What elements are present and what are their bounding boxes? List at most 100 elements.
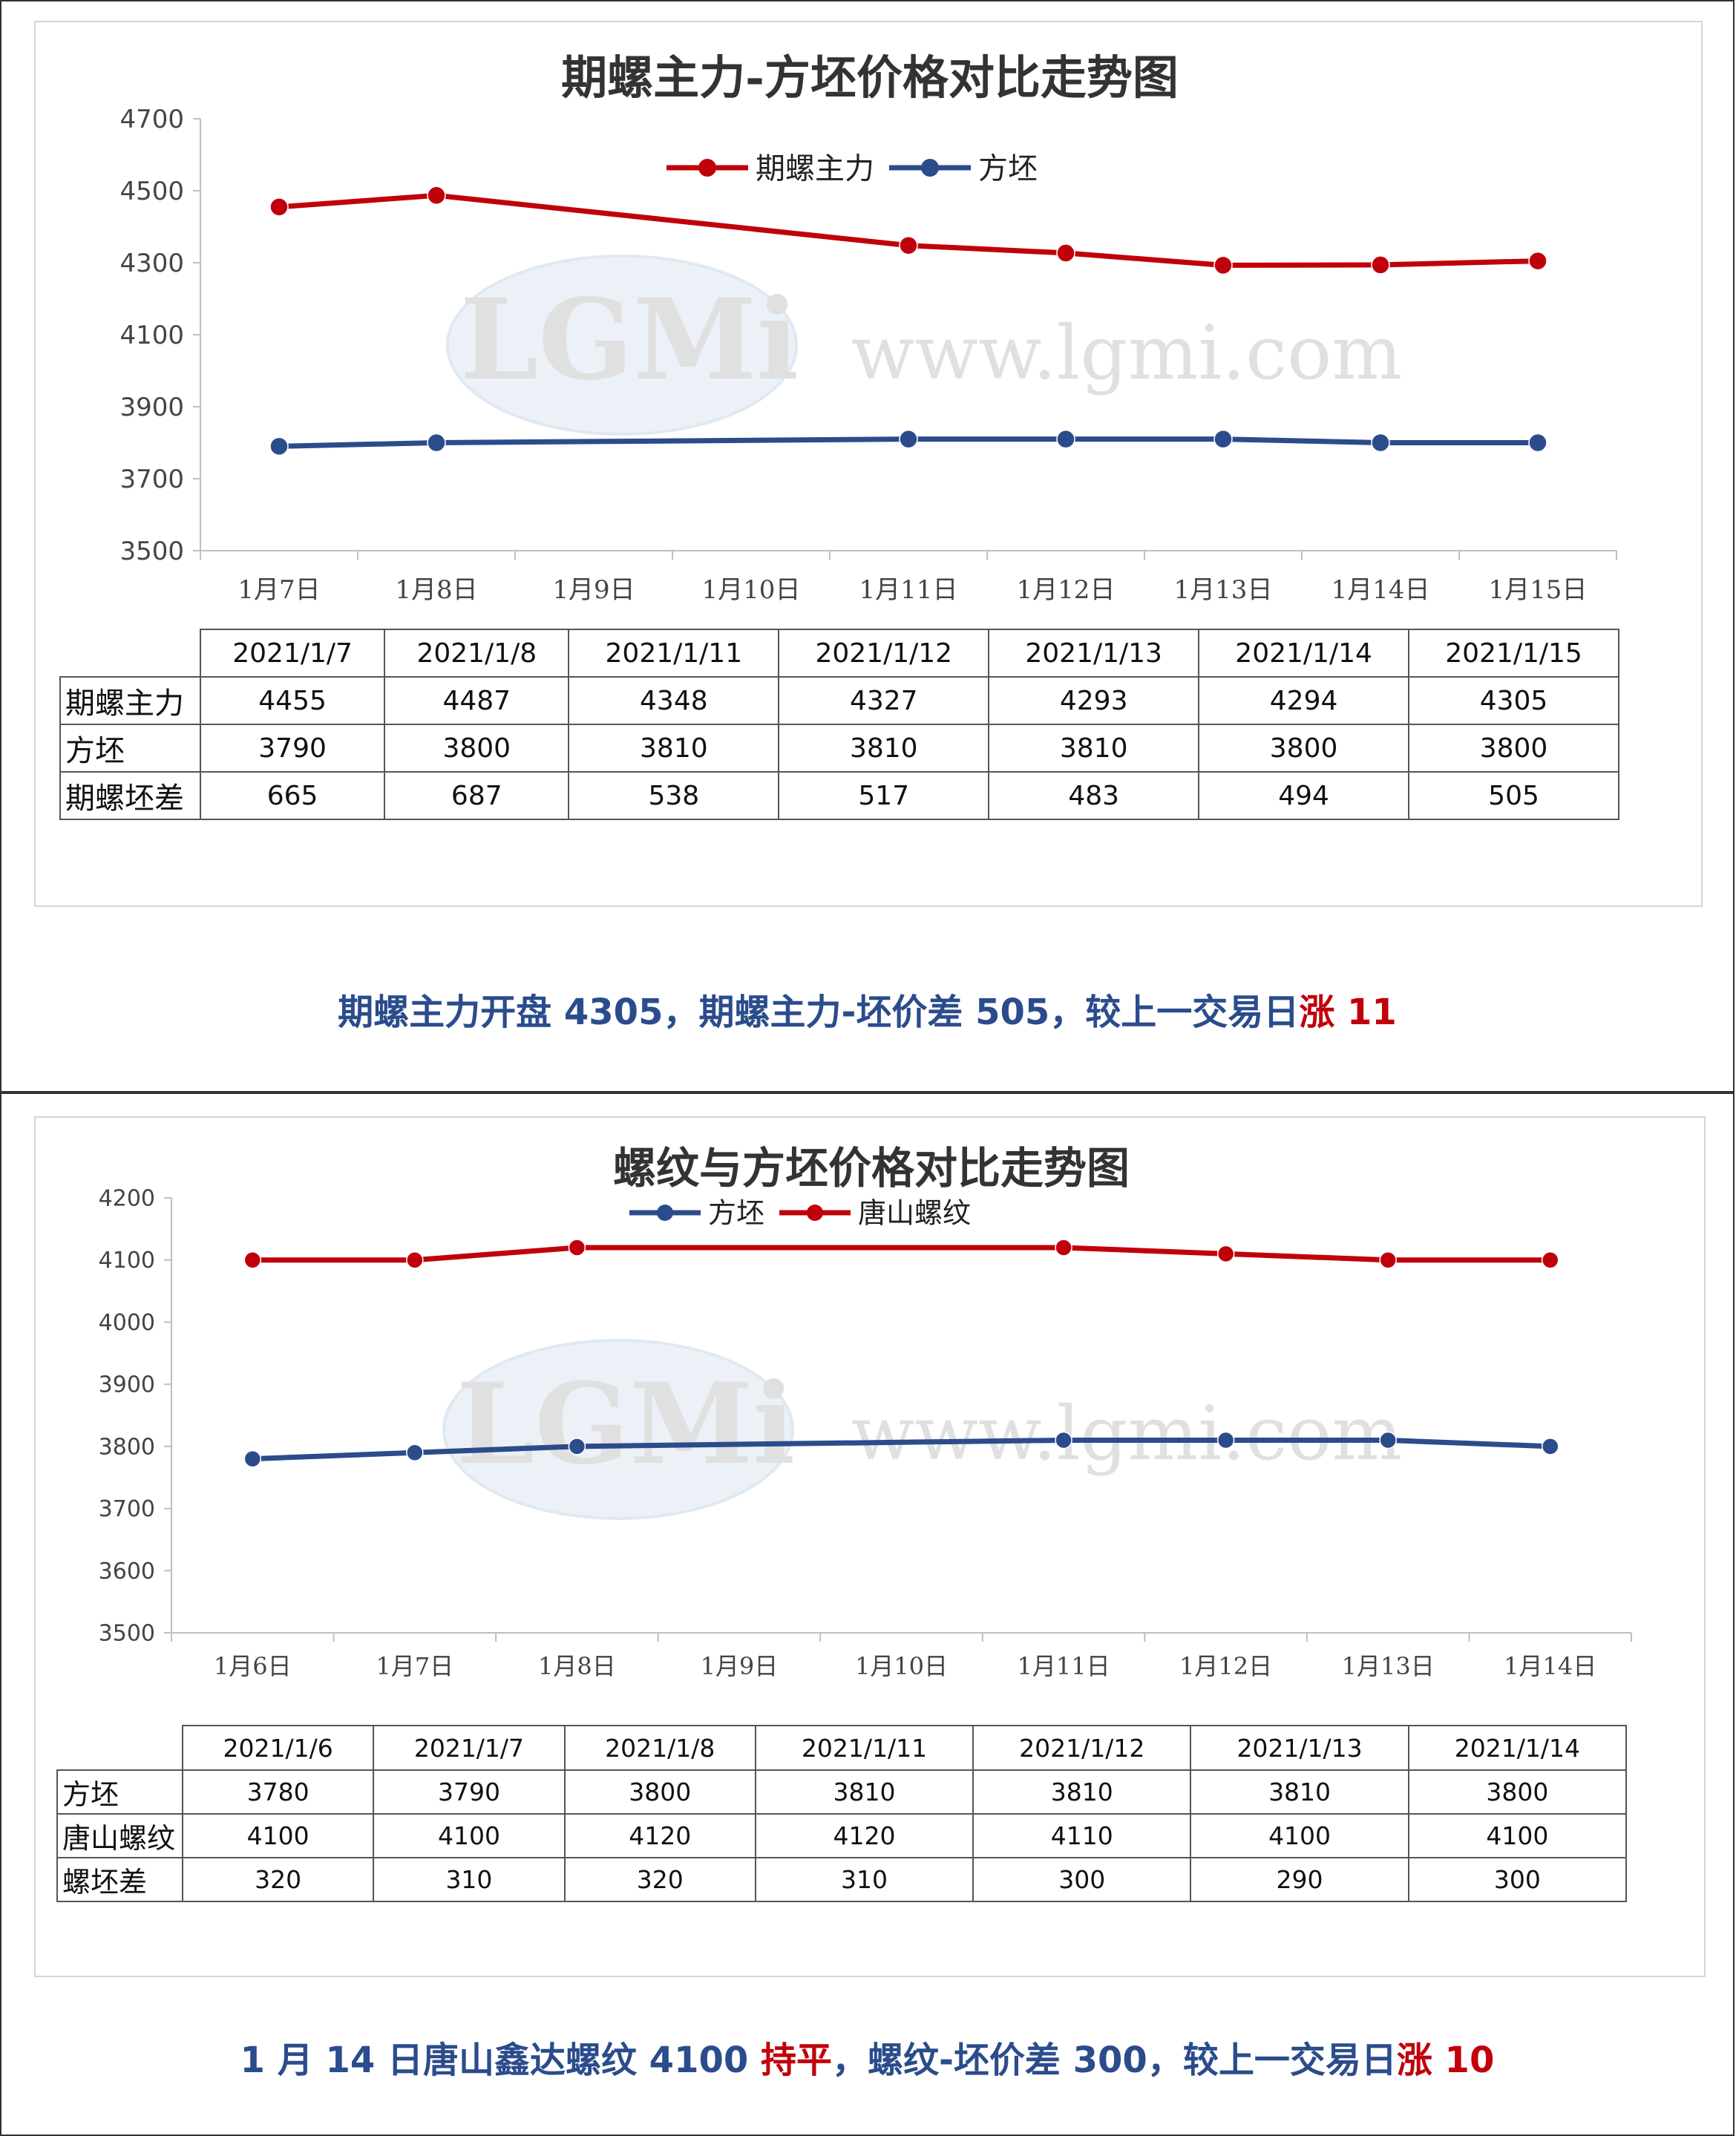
table-header-cell: 2021/1/11 — [754, 1725, 975, 1771]
y-tick-label: 3700 — [99, 1496, 155, 1522]
table-header-cell: 2021/1/14 — [1407, 1725, 1628, 1771]
watermark-logo: LGMi — [460, 275, 799, 405]
summary-flat: 持平 — [760, 2040, 832, 2081]
x-tick-label: 1月9日 — [552, 575, 635, 605]
table-cell: 3800 — [1408, 724, 1619, 773]
table-cell: 3810 — [988, 724, 1200, 773]
legend: 期螺主力 方坯 — [666, 151, 1038, 186]
y-tick-label: 3500 — [99, 1621, 155, 1647]
table-cell: 3810 — [972, 1769, 1192, 1815]
table-header-cell: 2021/1/7 — [199, 629, 386, 678]
data-point — [1379, 1431, 1397, 1449]
table-cell: 4455 — [199, 676, 386, 725]
data-point — [568, 1438, 586, 1455]
watermark-ellipse — [446, 255, 798, 436]
table-cell: 320 — [181, 1857, 375, 1902]
table-row: 唐山螺纹 4100 4100 4120 4120 4110 4100 4100 — [56, 1813, 1628, 1858]
table-cell: 3790 — [373, 1769, 566, 1815]
y-axis: 4200 4100 4000 3900 3800 3700 3600 3500 — [99, 1186, 172, 1647]
chart-1: LGMi www.lgmi.com 期螺主力-方坯价格对比走势图 4700 450… — [119, 50, 1617, 605]
table-cell: 4327 — [778, 676, 990, 725]
data-point — [1216, 1431, 1235, 1449]
table-cell: 4487 — [384, 676, 570, 725]
table-row: 螺坯差 320 310 320 310 300 290 300 — [56, 1857, 1628, 1902]
table-row: 期螺主力 4455 4487 4348 4327 4293 4294 4305 — [59, 676, 1619, 725]
table-cell: 3800 — [563, 1769, 756, 1815]
series-line — [252, 1245, 1550, 1263]
data-point — [427, 433, 446, 453]
row-label: 期螺坯差 — [59, 771, 201, 820]
x-tick-label: 1月12日 — [1179, 1652, 1272, 1680]
y-tick-label: 4500 — [119, 177, 184, 206]
table-cell: 4100 — [1407, 1813, 1628, 1858]
x-tick-label: 1月9日 — [701, 1652, 779, 1680]
x-tick-label: 1月12日 — [1017, 575, 1116, 605]
data-point — [269, 197, 289, 217]
x-tick-label: 1月11日 — [1018, 1652, 1110, 1680]
x-tick-label: 1月8日 — [395, 575, 477, 605]
y-tick-label: 3700 — [119, 465, 184, 494]
table-cell: 4100 — [373, 1813, 566, 1858]
table-header-row: 2021/1/6 2021/1/7 2021/1/8 2021/1/11 202… — [57, 1725, 1628, 1771]
table-cell: 3790 — [199, 724, 386, 773]
table-cell: 310 — [754, 1857, 975, 1902]
row-label: 方坯 — [59, 724, 201, 773]
row-label: 方坯 — [56, 1769, 183, 1815]
data-table-1: 2021/1/7 2021/1/8 2021/1/11 2021/1/12 20… — [59, 629, 1619, 820]
table-header-cell: 2021/1/15 — [1408, 629, 1619, 678]
table-cell: 517 — [778, 771, 990, 820]
table-header-row: 2021/1/7 2021/1/8 2021/1/11 2021/1/12 20… — [60, 629, 1619, 678]
table-cell: 4100 — [1190, 1813, 1409, 1858]
chart-title: 期螺主力-方坯价格对比走势图 — [561, 50, 1179, 105]
table-header-cell: 2021/1/13 — [1190, 1725, 1409, 1771]
data-point — [1528, 433, 1547, 453]
y-tick-label: 4700 — [119, 105, 184, 134]
table-cell: 4305 — [1408, 676, 1619, 725]
watermark-site: www.lgmi.com — [851, 1390, 1402, 1477]
table-cell: 687 — [384, 771, 570, 820]
x-tick-label: 1月10日 — [702, 575, 801, 605]
legend-marker — [698, 159, 716, 177]
legend-label: 方坯 — [978, 151, 1038, 186]
x-tick-label: 1月7日 — [376, 1652, 453, 1680]
table-cell: 494 — [1198, 771, 1410, 820]
legend-label: 期螺主力 — [756, 151, 874, 186]
table-cell: 3800 — [1407, 1769, 1628, 1815]
y-tick-label: 4300 — [119, 249, 184, 278]
x-tick-label: 1月11日 — [859, 575, 958, 605]
watermark-ellipse — [442, 1339, 794, 1520]
table-cell: 3800 — [384, 724, 570, 773]
data-point — [1216, 1245, 1235, 1263]
chart-2: LGMi www.lgmi.com 螺纹与方坯价格对比走势图 420041004… — [99, 1143, 1632, 1680]
y-tick-label: 3900 — [119, 393, 184, 422]
table-cell: 505 — [1408, 771, 1619, 820]
y-tick-label: 4100 — [119, 321, 184, 350]
table-cell: 310 — [373, 1857, 566, 1902]
table-cell: 3810 — [568, 724, 780, 773]
x-tick-label: 1月15日 — [1489, 575, 1588, 605]
table-header-cell: 2021/1/13 — [988, 629, 1200, 678]
summary-text: 1 月 14 日唐山鑫达螺纹 4100 — [240, 2040, 761, 2081]
summary-change: 涨 10 — [1396, 2040, 1495, 2081]
table-row: 期螺坯差 665 687 538 517 483 494 505 — [59, 771, 1619, 820]
table-cell: 3810 — [1190, 1769, 1409, 1815]
table-header-cell: 2021/1/14 — [1198, 629, 1410, 678]
table-cell: 3810 — [754, 1769, 975, 1815]
row-label: 唐山螺纹 — [56, 1813, 183, 1858]
table-cell: 4293 — [988, 676, 1200, 725]
x-tick-label: 1月10日 — [855, 1652, 948, 1680]
data-point — [1379, 1251, 1397, 1269]
data-point — [406, 1251, 424, 1269]
y-tick-label: 3900 — [99, 1372, 155, 1398]
data-table-2: 2021/1/6 2021/1/7 2021/1/8 2021/1/11 202… — [56, 1725, 1628, 1902]
y-tick-label: 4200 — [99, 1186, 155, 1212]
legend-label: 唐山螺纹 — [858, 1197, 971, 1230]
watermark-site: www.lgmi.com — [851, 309, 1402, 396]
summary-line-2: 1 月 14 日唐山鑫达螺纹 4100 持平，螺纹-坯价差 300，较上一交易日… — [1, 2031, 1733, 2083]
y-tick-label: 4100 — [99, 1248, 155, 1274]
table-cell: 3810 — [778, 724, 990, 773]
summary-change: 涨 11 — [1299, 992, 1397, 1033]
table-cell: 538 — [568, 771, 780, 820]
table-row: 方坯 3790 3800 3810 3810 3810 3800 3800 — [59, 724, 1619, 773]
data-point — [1213, 429, 1233, 449]
